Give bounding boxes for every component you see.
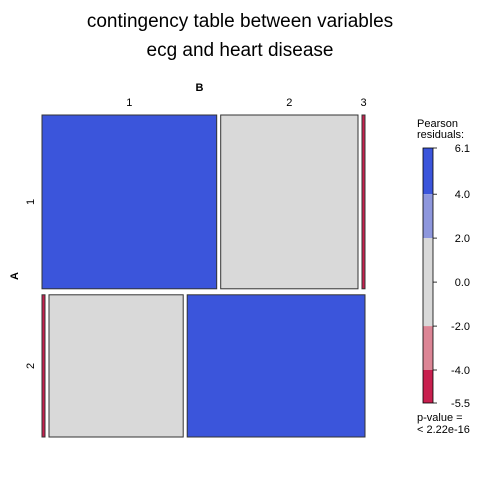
legend-tick-label-1: 4.0 bbox=[455, 189, 470, 201]
chart-title-line-2: ecg and heart disease bbox=[146, 40, 334, 61]
legend-tick-label-5: -4.0 bbox=[451, 365, 470, 377]
mosaic-cell-2-1 bbox=[41, 294, 46, 438]
p-value-label: p-value = bbox=[417, 412, 463, 424]
mosaic-cell-1-1 bbox=[41, 114, 218, 290]
legend-band-1 bbox=[423, 194, 433, 239]
legend-title-line-2: residuals: bbox=[417, 129, 464, 141]
col-label-1: 1 bbox=[126, 97, 132, 109]
legend-title-line-1: Pearson bbox=[417, 118, 458, 130]
mosaic-cell-1-2 bbox=[220, 114, 359, 290]
col-label-2: 2 bbox=[286, 97, 292, 109]
chart-title-line-1: contingency table between variables bbox=[86, 11, 394, 32]
legend-tick-label-4: -2.0 bbox=[451, 321, 470, 333]
row-label-1: 1 bbox=[25, 199, 37, 205]
legend-band-3 bbox=[423, 326, 433, 371]
col-label-3: 3 bbox=[360, 97, 366, 109]
row-label-2: 2 bbox=[25, 363, 37, 369]
col-variable-label: B bbox=[196, 82, 204, 94]
legend-band-4 bbox=[423, 370, 433, 403]
mosaic-cell-2-3 bbox=[186, 294, 366, 438]
row-variable-label: A bbox=[9, 272, 21, 280]
legend-frame bbox=[422, 147, 434, 404]
mosaic-cell-1-3 bbox=[361, 114, 366, 290]
legend-tick-label-3: 0.0 bbox=[455, 277, 470, 289]
legend-tick-label-2: 2.0 bbox=[455, 233, 470, 245]
legend-tick-label-6: -5.5 bbox=[451, 398, 470, 410]
mosaic-cell-2-2 bbox=[48, 294, 184, 438]
legend-band-0 bbox=[423, 148, 433, 195]
p-value-text: < 2.22e-16 bbox=[417, 424, 470, 436]
legend-tick-label-0: 6.1 bbox=[455, 143, 470, 155]
legend-band-2 bbox=[423, 238, 433, 326]
